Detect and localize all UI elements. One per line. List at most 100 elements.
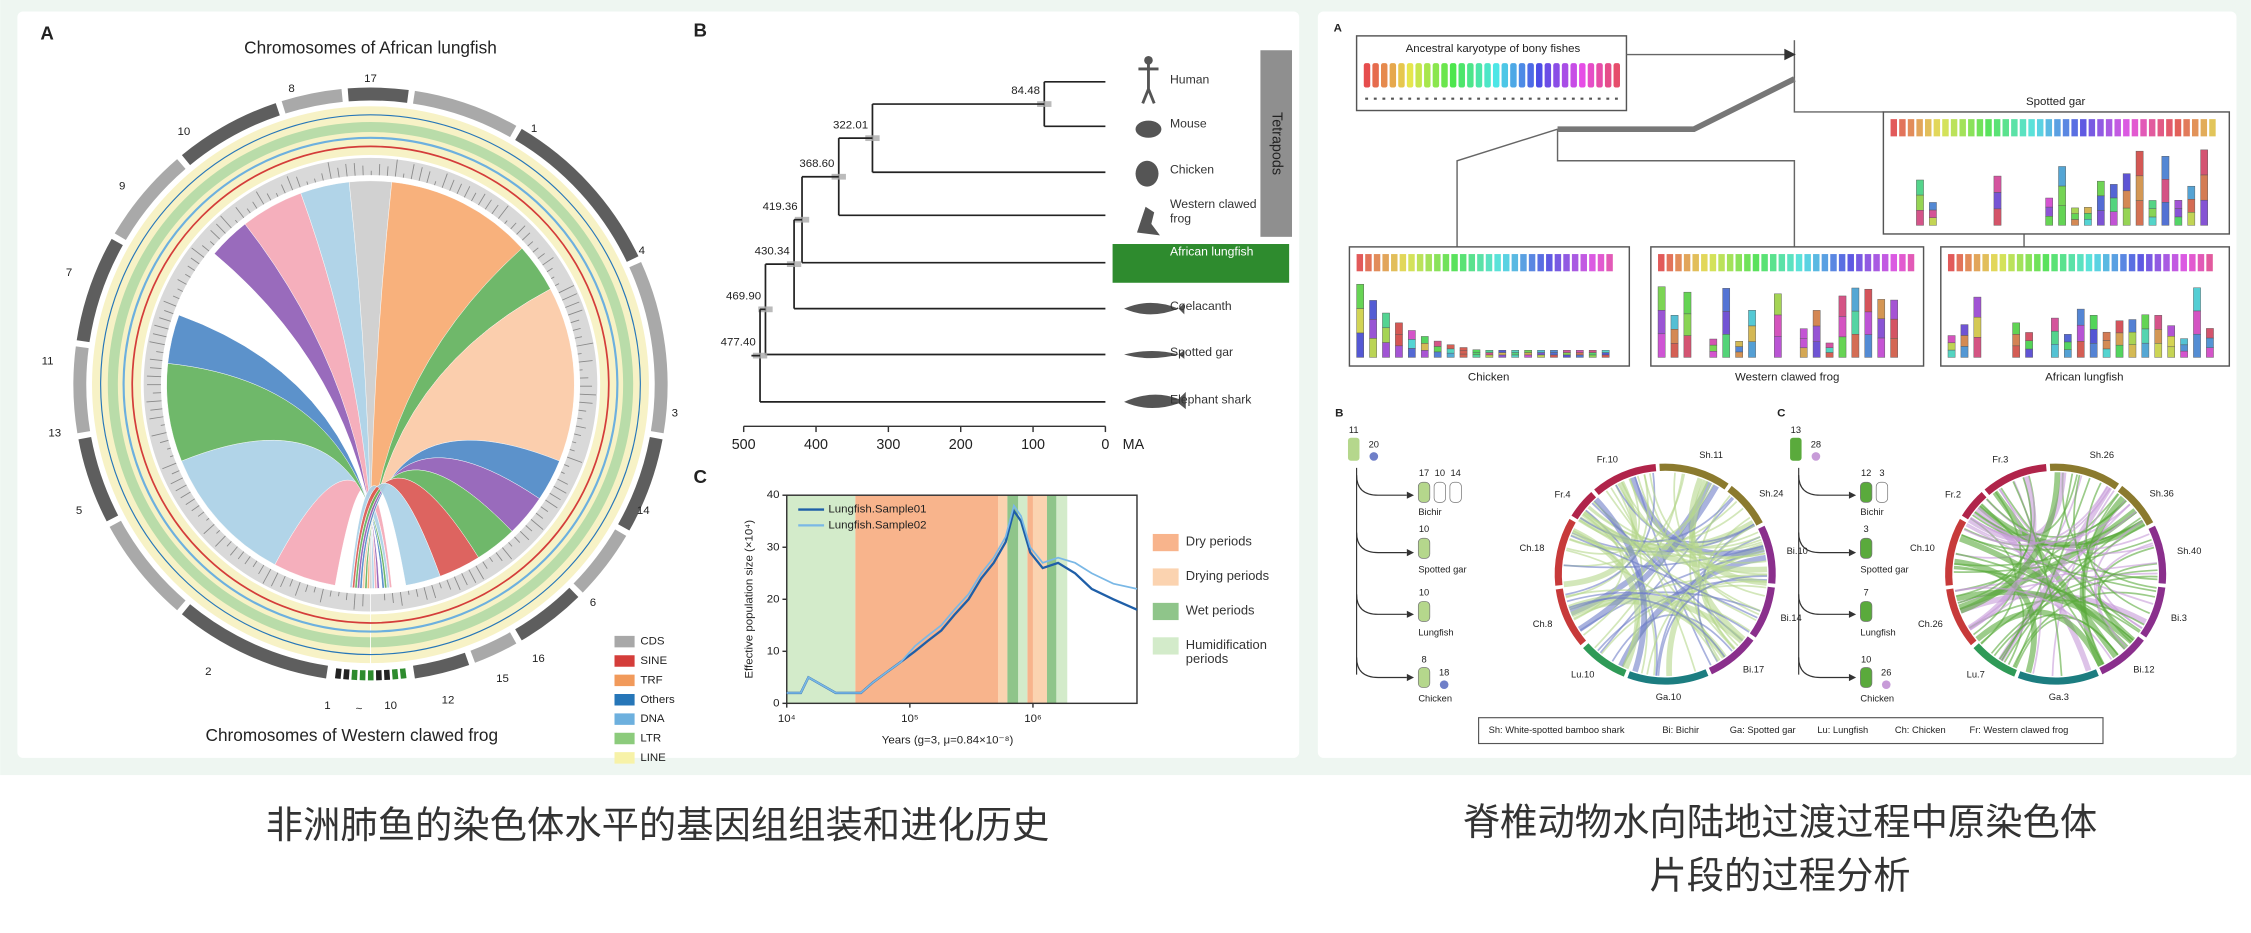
synteny-link	[1565, 549, 1719, 662]
shark-icon	[1124, 391, 1186, 410]
species-label: Lungfish	[1860, 627, 1895, 637]
chromosome-segment	[1799, 328, 1808, 339]
chromosome-segment	[2097, 180, 2105, 197]
reference-chromosome	[2148, 119, 2156, 137]
chromosome-segment	[2154, 343, 2163, 358]
arrow-head	[1406, 549, 1415, 557]
synteny-link	[1610, 487, 1697, 672]
cds-spike	[275, 193, 279, 197]
chromosome-segment	[2097, 195, 2105, 211]
legend-swatch	[614, 694, 635, 706]
reference-chromosome	[2197, 254, 2205, 272]
ancestral-chromosome-tick	[1434, 97, 1437, 100]
reference-chromosome	[2189, 254, 2196, 272]
chromosome-arc	[618, 436, 663, 531]
chromosome-arc	[181, 103, 280, 166]
chromosome-label: 9	[119, 181, 125, 193]
chromosome-segment	[1709, 344, 1718, 352]
chromosome-segment	[1960, 324, 1969, 336]
reference-chromosome	[1907, 254, 1915, 272]
x-tick-label: 200	[949, 437, 973, 453]
chromosome-segment	[2167, 336, 2175, 348]
chromosome-segment	[1825, 347, 1834, 353]
chromosome-segment	[2089, 315, 2098, 330]
chromosome-label: 15	[496, 673, 509, 685]
ancestral-chromosome	[1613, 63, 1620, 88]
reference-chromosome	[1899, 254, 1906, 272]
chromosome-segment	[1722, 334, 1731, 358]
chromosome-segment	[1709, 351, 1718, 358]
period-legend-label-box: Drying periods	[1185, 568, 1270, 583]
arrow-head	[1848, 673, 1857, 682]
chromosome-segment	[2122, 173, 2131, 192]
species-label: Bichir	[1418, 507, 1441, 517]
reference-chromosome	[1709, 254, 1717, 272]
chromosome-segment	[1812, 341, 1821, 358]
chromosome-segment	[1459, 353, 1468, 358]
cds-spike	[565, 301, 580, 308]
chromosome-segment	[2148, 216, 2157, 226]
cds-spike	[170, 477, 183, 485]
reference-chromosome	[2036, 119, 2044, 137]
ancestral-chromosome	[1492, 63, 1500, 88]
period-legend-swatch	[1152, 533, 1179, 552]
reference-chromosome	[1675, 254, 1682, 272]
cds-spike	[577, 417, 583, 420]
reference-chromosome	[1554, 254, 1562, 272]
chromosome-segment	[1382, 312, 1390, 329]
chromosome-segment	[1433, 340, 1442, 347]
chromosome-icon	[1860, 537, 1873, 559]
cds-spike	[449, 179, 455, 191]
reference-chromosome	[2154, 254, 2162, 272]
reference-chromosome	[1976, 119, 1984, 137]
chromosome-segment	[1877, 337, 1886, 358]
cds-spike	[578, 360, 593, 363]
circle-label: Sh.40	[2177, 546, 2201, 556]
abbreviation: Ch: Chicken	[1895, 725, 1946, 735]
cds-spike	[461, 573, 468, 586]
synteny-link	[1954, 493, 2119, 592]
chromosome-segment	[2115, 344, 2124, 358]
chromosome-segment	[1916, 194, 1924, 211]
reference-chromosome	[2111, 254, 2119, 272]
reference-chromosome	[1485, 254, 1493, 272]
cds-spike	[463, 186, 471, 198]
period-legend-label: Wet periods	[1185, 602, 1255, 618]
chromosome-number: 14	[1450, 468, 1460, 478]
reference-chromosome	[1864, 254, 1872, 272]
period-legend-label: Drying periods	[1185, 568, 1270, 583]
chromosome-segment	[1588, 352, 1597, 356]
legend-label: SINE	[640, 655, 667, 667]
arrow-line	[1356, 532, 1407, 554]
period-legend-label: Humidification periods	[1185, 637, 1267, 667]
cds-spike	[564, 464, 570, 467]
circle-label: Ga.10	[1656, 692, 1681, 702]
ancestral-chromosome	[1604, 63, 1612, 88]
ancestral-chromosome-tick	[1589, 97, 1592, 100]
legend-label: Lungfish.Sample02	[828, 519, 926, 531]
chromosome-segment	[1575, 350, 1584, 353]
chromosome-segment	[1601, 352, 1610, 356]
arrow-line	[1356, 475, 1407, 496]
species-silhouettes	[1124, 55, 1186, 410]
node-age-label: 477.40	[721, 337, 756, 349]
cds-spike	[530, 519, 544, 530]
ancestral-chromosome	[1424, 63, 1431, 88]
ancestral-chromosome-tick	[1451, 97, 1455, 100]
chromosome-segment	[1356, 283, 1364, 309]
reference-chromosome	[1956, 254, 1964, 272]
panel-letter: B	[1335, 407, 1343, 419]
chromosome-segment	[1395, 345, 1403, 358]
cds-spike	[551, 276, 555, 280]
circle-label: Ga.3	[2049, 692, 2069, 702]
legend-swatch	[614, 752, 635, 764]
reference-chromosome	[1434, 254, 1441, 272]
reference-chromosome	[2077, 254, 2084, 272]
chromosome-segment	[1563, 350, 1571, 353]
chromosome-number: 3	[1879, 468, 1884, 478]
reference-chromosome	[1416, 254, 1424, 272]
chromosome-label: 7	[66, 267, 72, 279]
synteny-link	[1615, 484, 1755, 544]
species-label: Spotted gar	[1860, 564, 1908, 574]
cds-spike	[201, 245, 210, 252]
